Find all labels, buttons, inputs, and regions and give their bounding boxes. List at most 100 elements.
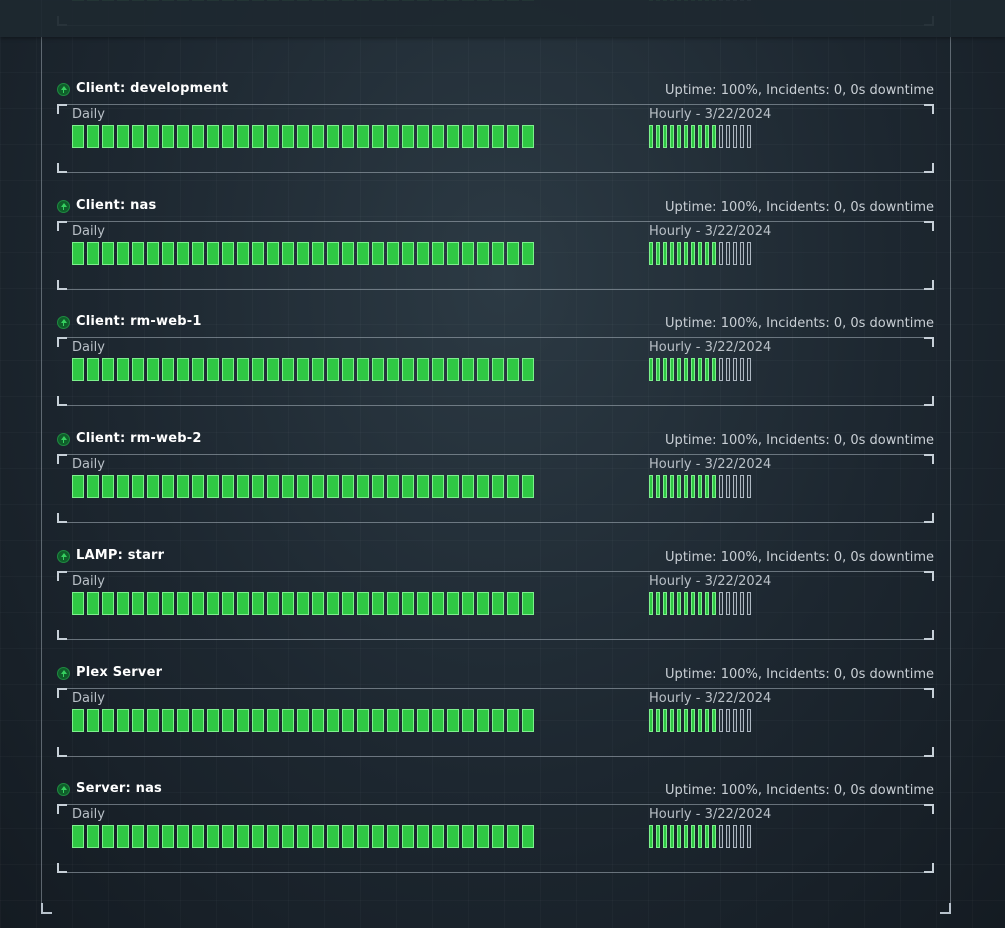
- daily-bar-up[interactable]: [327, 242, 339, 265]
- hourly-bar-pending[interactable]: [726, 825, 730, 848]
- daily-bar-up[interactable]: [192, 242, 204, 265]
- daily-bar-up[interactable]: [147, 592, 159, 615]
- daily-bar-up[interactable]: [387, 242, 399, 265]
- daily-bar-up[interactable]: [372, 125, 384, 148]
- daily-bar-up[interactable]: [447, 125, 459, 148]
- daily-bar-up[interactable]: [357, 358, 369, 381]
- hourly-bar-up[interactable]: [684, 825, 688, 848]
- daily-bar-up[interactable]: [267, 709, 279, 732]
- daily-bar-up[interactable]: [357, 592, 369, 615]
- hourly-bar-up[interactable]: [656, 358, 660, 381]
- daily-bar-up[interactable]: [342, 592, 354, 615]
- daily-bar-up[interactable]: [417, 242, 429, 265]
- daily-bar-up[interactable]: [507, 709, 519, 732]
- hourly-bar-up[interactable]: [691, 242, 695, 265]
- hourly-bar-up[interactable]: [698, 475, 702, 498]
- daily-bar-up[interactable]: [312, 242, 324, 265]
- hourly-bar-up[interactable]: [677, 825, 681, 848]
- daily-bar-up[interactable]: [447, 242, 459, 265]
- hourly-bar-up[interactable]: [663, 125, 667, 148]
- hourly-bar-up[interactable]: [670, 475, 674, 498]
- hourly-bar-up[interactable]: [684, 125, 688, 148]
- daily-bar-up[interactable]: [327, 358, 339, 381]
- hourly-bar-up[interactable]: [684, 475, 688, 498]
- daily-bar-up[interactable]: [282, 709, 294, 732]
- daily-bar-up[interactable]: [87, 475, 99, 498]
- daily-bar-up[interactable]: [297, 125, 309, 148]
- daily-bar-up[interactable]: [192, 709, 204, 732]
- daily-bar-up[interactable]: [447, 709, 459, 732]
- daily-bar-up[interactable]: [222, 825, 234, 848]
- daily-bar-up[interactable]: [297, 825, 309, 848]
- hourly-bar-up[interactable]: [712, 709, 716, 732]
- daily-bar-up[interactable]: [207, 475, 219, 498]
- hourly-bar-up[interactable]: [649, 825, 653, 848]
- daily-bar-up[interactable]: [477, 825, 489, 848]
- daily-bar-up[interactable]: [462, 475, 474, 498]
- daily-bar-up[interactable]: [462, 825, 474, 848]
- daily-bar-up[interactable]: [462, 709, 474, 732]
- daily-bar-up[interactable]: [87, 709, 99, 732]
- daily-bar-up[interactable]: [102, 242, 114, 265]
- hourly-bar-up[interactable]: [712, 475, 716, 498]
- hourly-bar-pending[interactable]: [726, 125, 730, 148]
- hourly-bar-up[interactable]: [691, 358, 695, 381]
- daily-bar-up[interactable]: [342, 242, 354, 265]
- daily-bar-up[interactable]: [177, 358, 189, 381]
- daily-bar-up[interactable]: [117, 358, 129, 381]
- hourly-bar-pending[interactable]: [733, 242, 737, 265]
- daily-bar-up[interactable]: [117, 825, 129, 848]
- daily-bar-up[interactable]: [147, 709, 159, 732]
- daily-bar-up[interactable]: [297, 358, 309, 381]
- monitor-name[interactable]: Client: rm-web-1: [76, 314, 202, 329]
- hourly-bar-up[interactable]: [649, 242, 653, 265]
- hourly-bar-up[interactable]: [656, 709, 660, 732]
- daily-bar-up[interactable]: [477, 242, 489, 265]
- hourly-bar-pending[interactable]: [747, 592, 751, 615]
- hourly-bar-up[interactable]: [663, 709, 667, 732]
- hourly-bar-up[interactable]: [712, 125, 716, 148]
- daily-bar-up[interactable]: [447, 592, 459, 615]
- daily-bar-up[interactable]: [102, 475, 114, 498]
- hourly-bar-pending[interactable]: [719, 825, 723, 848]
- daily-bar-up[interactable]: [297, 709, 309, 732]
- hourly-bar-up[interactable]: [649, 709, 653, 732]
- daily-bar-up[interactable]: [417, 358, 429, 381]
- daily-bar-up[interactable]: [522, 475, 534, 498]
- hourly-bar-pending[interactable]: [726, 709, 730, 732]
- monitor-name[interactable]: Server: nas: [76, 781, 162, 796]
- daily-bar-up[interactable]: [207, 592, 219, 615]
- monitor-name[interactable]: Client: development: [76, 81, 229, 96]
- daily-bar-up[interactable]: [192, 475, 204, 498]
- daily-bar-up[interactable]: [147, 242, 159, 265]
- daily-bar-up[interactable]: [492, 475, 504, 498]
- daily-bar-up[interactable]: [492, 825, 504, 848]
- hourly-bar-pending[interactable]: [747, 358, 751, 381]
- hourly-bar-up[interactable]: [663, 242, 667, 265]
- daily-bar-up[interactable]: [222, 242, 234, 265]
- daily-bar-up[interactable]: [87, 242, 99, 265]
- daily-bar-up[interactable]: [147, 125, 159, 148]
- daily-bar-up[interactable]: [207, 709, 219, 732]
- daily-bar-up[interactable]: [177, 592, 189, 615]
- daily-bar-up[interactable]: [132, 242, 144, 265]
- hourly-bar-pending[interactable]: [719, 475, 723, 498]
- daily-bar-up[interactable]: [207, 125, 219, 148]
- daily-bar-up[interactable]: [522, 358, 534, 381]
- daily-bar-up[interactable]: [462, 592, 474, 615]
- daily-bar-up[interactable]: [192, 358, 204, 381]
- daily-bar-up[interactable]: [522, 242, 534, 265]
- monitor-name[interactable]: Plex Server: [76, 665, 163, 680]
- daily-bar-up[interactable]: [132, 125, 144, 148]
- daily-bar-up[interactable]: [162, 592, 174, 615]
- daily-bar-up[interactable]: [237, 242, 249, 265]
- daily-bar-up[interactable]: [522, 825, 534, 848]
- daily-bar-up[interactable]: [357, 125, 369, 148]
- daily-bar-up[interactable]: [477, 592, 489, 615]
- daily-bar-up[interactable]: [147, 475, 159, 498]
- daily-bar-up[interactable]: [192, 125, 204, 148]
- daily-bar-up[interactable]: [522, 125, 534, 148]
- hourly-bar-up[interactable]: [698, 592, 702, 615]
- daily-bar-up[interactable]: [342, 475, 354, 498]
- daily-bar-up[interactable]: [252, 242, 264, 265]
